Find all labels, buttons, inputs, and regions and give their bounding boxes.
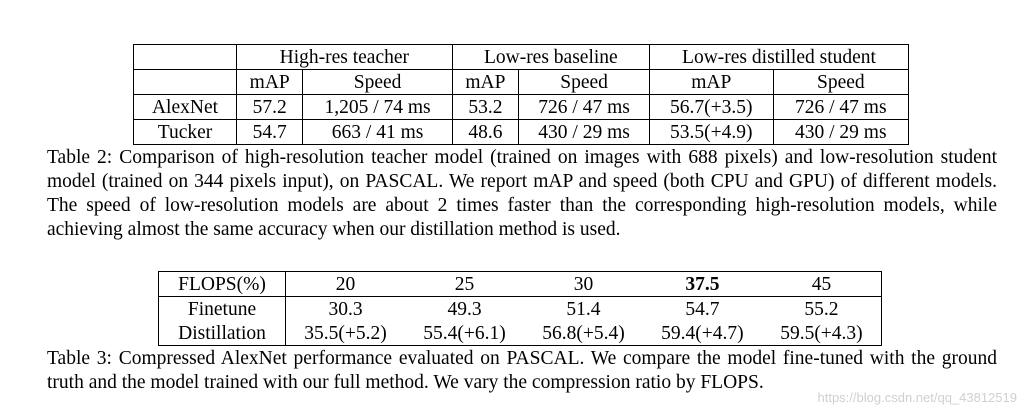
- cell: 726 / 47 ms: [518, 94, 650, 120]
- table-row: Finetune 30.3 49.3 51.4 54.7 55.2: [158, 296, 882, 321]
- subheader: Speed: [302, 69, 453, 95]
- header-cell: 45: [761, 271, 882, 297]
- table-row: Distillation 35.5(+5.2) 55.4(+6.1) 56.8(…: [158, 321, 882, 346]
- header-cell-bold: 37.5: [642, 271, 762, 297]
- empty-cell: [133, 69, 237, 95]
- subheader: mAP: [235, 69, 304, 95]
- header-label: FLOPS(%): [158, 271, 286, 297]
- table-row: Tucker 54.7 663 / 41 ms 48.6 430 / 29 ms…: [133, 119, 910, 145]
- cell: 430 / 29 ms: [518, 119, 650, 145]
- table-header: FLOPS(%) 20 25 30 37.5 45: [158, 271, 882, 297]
- caption-text: Compressed AlexNet performance evaluated…: [47, 348, 997, 393]
- cell: 59.4(+4.7): [661, 322, 744, 344]
- cell: 726 / 47 ms: [772, 94, 910, 120]
- header-cell: 20: [285, 271, 406, 297]
- cell: 56.7(+3.5): [649, 94, 774, 120]
- cell: 30.3: [328, 298, 363, 320]
- group-header: Low-res distilled student: [649, 44, 909, 70]
- subheader: mAP: [451, 69, 520, 95]
- group-header: High-res teacher: [236, 44, 453, 70]
- subheader: mAP: [649, 69, 774, 95]
- cell: 54.7: [235, 119, 304, 145]
- cell: 35.5(+5.2): [304, 322, 387, 344]
- cell: 56.8(+5.4): [542, 322, 625, 344]
- cell: 663 / 41 ms: [302, 119, 453, 145]
- table-3-caption: Table 3: Compressed AlexNet performance …: [47, 347, 997, 395]
- table-3: FLOPS(%) 20 25 30 37.5 45 Finetune 30.3 …: [158, 271, 882, 346]
- subheader: Speed: [518, 69, 650, 95]
- cell: 49.3: [447, 298, 482, 320]
- cell: 53.2: [451, 94, 520, 120]
- header-cell: 25: [405, 271, 524, 297]
- table-subheader: mAP Speed mAP Speed mAP Speed: [133, 69, 910, 95]
- caption-label: Table 3:: [47, 348, 112, 369]
- cell: 54.7: [685, 298, 720, 320]
- header-cell: 30: [524, 271, 643, 297]
- row-label: Finetune: [158, 296, 286, 321]
- cell: 53.5(+4.9): [649, 119, 774, 145]
- group-header: Low-res baseline: [451, 44, 651, 70]
- table-row: AlexNet 57.2 1,205 / 74 ms 53.2 726 / 47…: [133, 94, 910, 120]
- cell: 55.4(+6.1): [423, 322, 506, 344]
- caption-text: Comparison of high-resolution teacher mo…: [47, 147, 997, 240]
- row-label: AlexNet: [133, 94, 237, 120]
- cell: 59.5(+4.3): [780, 322, 863, 344]
- subheader: Speed: [772, 69, 910, 95]
- row-label: Distillation: [158, 321, 286, 346]
- cell: 57.2: [235, 94, 304, 120]
- table-2: High-res teacher Low-res baseline Low-re…: [133, 44, 910, 145]
- table-2-caption: Table 2: Comparison of high-resolution t…: [47, 146, 997, 242]
- watermark: https://blog.csdn.net/qq_43812519: [817, 390, 1018, 405]
- row-label: Tucker: [133, 119, 237, 145]
- cell: 55.2: [804, 298, 839, 320]
- cell: 48.6: [451, 119, 520, 145]
- cell: 1,205 / 74 ms: [302, 94, 453, 120]
- caption-label: Table 2:: [47, 147, 113, 168]
- empty-cell: [133, 44, 237, 70]
- cell: 430 / 29 ms: [772, 119, 910, 145]
- table-header-groups: High-res teacher Low-res baseline Low-re…: [133, 44, 909, 70]
- cell: 51.4: [566, 298, 601, 320]
